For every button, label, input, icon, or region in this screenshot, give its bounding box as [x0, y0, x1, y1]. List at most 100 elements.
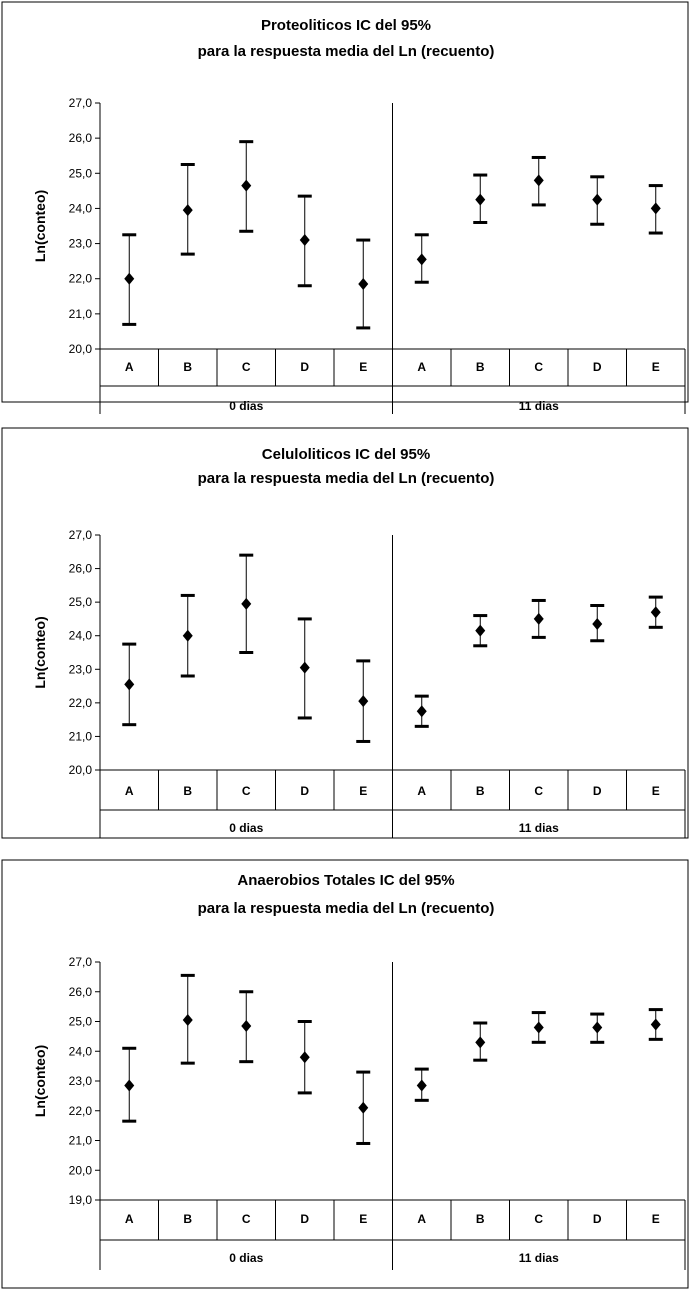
mean-point [299, 661, 310, 674]
chart-panel-1: Proteoliticos IC del 95% para la respuest… [1, 1, 689, 414]
mean-point [416, 705, 427, 718]
x-group-label: 11 dias [519, 821, 559, 835]
y-tick-label: 20,0 [69, 342, 93, 356]
x-category-label: B [183, 360, 192, 374]
x-group-label: 0 dias [229, 1251, 263, 1265]
x-category-label: C [534, 1212, 543, 1226]
y-tick-label: 19,0 [69, 1193, 93, 1207]
x-category-label: A [417, 360, 426, 374]
mean-point [241, 179, 252, 192]
y-tick-label: 25,0 [69, 595, 93, 609]
mean-point [241, 597, 252, 610]
x-category-label: E [359, 1212, 367, 1226]
y-tick-label: 23,0 [69, 237, 93, 251]
mean-point [475, 624, 486, 637]
mean-point [299, 234, 310, 247]
y-tick-label: 22,0 [69, 696, 93, 710]
y-tick-label: 25,0 [69, 1015, 93, 1029]
x-group-label: 0 dias [229, 399, 263, 413]
mean-point [650, 1018, 661, 1031]
x-category-label: E [652, 784, 660, 798]
chart-title: Celuloliticos IC del 95% [262, 446, 430, 463]
x-category-label: A [417, 784, 426, 798]
y-axis-label: Ln(conteo) [32, 190, 48, 262]
mean-point [475, 1036, 486, 1049]
x-category-label: E [359, 360, 367, 374]
x-category-label: D [300, 1212, 309, 1226]
x-category-label: E [359, 784, 367, 798]
x-category-label: A [417, 1212, 426, 1226]
mean-point [358, 277, 369, 290]
y-tick-label: 27,0 [69, 528, 93, 542]
x-category-label: D [593, 784, 602, 798]
x-category-label: D [593, 1212, 602, 1226]
mean-point [358, 1101, 369, 1114]
x-category-label: B [183, 1212, 192, 1226]
y-axis-label: Ln(conteo) [32, 1045, 48, 1117]
x-category-label: A [125, 784, 134, 798]
mean-point [592, 193, 603, 206]
mean-point [475, 193, 486, 206]
chart-title: Proteoliticos IC del 95% [261, 17, 431, 34]
x-category-label: B [476, 784, 485, 798]
x-category-label: B [476, 360, 485, 374]
mean-point [533, 1021, 544, 1034]
x-category-label: B [476, 1212, 485, 1226]
y-tick-label: 25,0 [69, 166, 93, 180]
x-category-label: C [242, 784, 251, 798]
mean-point [416, 1079, 427, 1092]
y-tick-label: 24,0 [69, 201, 93, 215]
y-tick-label: 23,0 [69, 1074, 93, 1088]
x-group-label: 0 dias [229, 821, 263, 835]
chart-panel-3: Anaerobios Totales IC del 95% para la res… [1, 859, 689, 1289]
y-tick-label: 20,0 [69, 763, 93, 777]
y-tick-label: 20,0 [69, 1163, 93, 1177]
mean-point [533, 612, 544, 625]
x-category-label: E [652, 1212, 660, 1226]
y-tick-label: 26,0 [69, 131, 93, 145]
x-category-label: C [534, 784, 543, 798]
mean-point [533, 174, 544, 187]
mean-point [592, 617, 603, 630]
y-tick-label: 27,0 [69, 96, 93, 110]
y-tick-label: 21,0 [69, 729, 93, 743]
x-category-label: A [125, 1212, 134, 1226]
x-group-label: 11 dias [519, 1251, 559, 1265]
chart-subtitle: para la respuesta media del Ln (recuento… [198, 900, 495, 917]
y-tick-label: 26,0 [69, 985, 93, 999]
mean-point [182, 629, 193, 642]
x-category-label: E [652, 360, 660, 374]
y-tick-label: 24,0 [69, 629, 93, 643]
y-tick-label: 22,0 [69, 272, 93, 286]
chart-panel-2: Celuloliticos IC del 95% para la respuest… [1, 427, 689, 839]
x-category-label: A [125, 360, 134, 374]
x-category-label: C [242, 1212, 251, 1226]
y-tick-label: 26,0 [69, 562, 93, 576]
x-category-label: C [242, 360, 251, 374]
panel-frame [1, 1, 689, 403]
x-group-label: 11 dias [519, 399, 559, 413]
mean-point [182, 204, 193, 217]
x-category-label: D [593, 360, 602, 374]
y-tick-label: 21,0 [69, 1134, 93, 1148]
mean-point [124, 1079, 135, 1092]
mean-point [124, 678, 135, 691]
x-category-label: B [183, 784, 192, 798]
mean-point [592, 1021, 603, 1034]
mean-point [416, 253, 427, 266]
panel-frame [1, 859, 689, 1289]
chart-subtitle: para la respuesta media del Ln (recuento… [198, 43, 495, 60]
mean-point [241, 1019, 252, 1032]
y-tick-label: 27,0 [69, 955, 93, 969]
y-tick-label: 24,0 [69, 1044, 93, 1058]
mean-point [650, 202, 661, 215]
mean-point [358, 695, 369, 708]
mean-point [124, 272, 135, 285]
mean-point [182, 1014, 193, 1027]
y-tick-label: 23,0 [69, 662, 93, 676]
x-category-label: D [300, 360, 309, 374]
x-category-label: C [534, 360, 543, 374]
chart-title: Anaerobios Totales IC del 95% [237, 872, 454, 889]
chart-subtitle: para la respuesta media del Ln (recuento… [198, 470, 495, 487]
mean-point [650, 606, 661, 619]
